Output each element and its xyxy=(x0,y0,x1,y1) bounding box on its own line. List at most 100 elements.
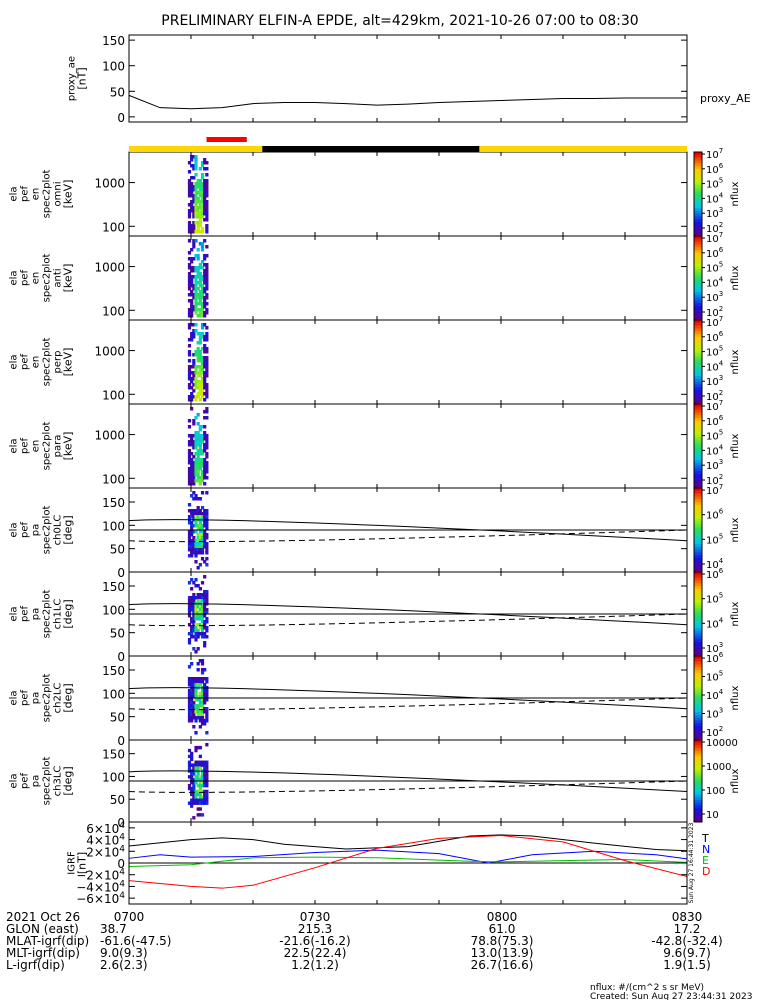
colorbar-segment xyxy=(694,322,702,327)
spectrogram-cell xyxy=(187,272,192,276)
spectrogram-cell xyxy=(190,248,194,252)
spectrogram-cell xyxy=(198,275,202,279)
spectrogram-cell xyxy=(203,290,207,294)
spectrogram-cell xyxy=(203,792,207,797)
spectrogram-cell xyxy=(205,296,209,300)
spectrogram-cell xyxy=(200,608,205,612)
spectrogram-cell xyxy=(205,789,209,794)
spectrogram-cell xyxy=(200,626,205,630)
tick-label: 102 xyxy=(706,725,723,739)
spectrogram-cell xyxy=(205,410,209,414)
spectrogram-cell xyxy=(205,356,209,360)
spectrogram-cell xyxy=(198,626,202,630)
spectrogram-cell xyxy=(205,365,209,369)
colorbar-segment xyxy=(694,350,702,355)
tick-label: 105 xyxy=(706,177,723,191)
spectrogram-cell xyxy=(194,164,198,168)
spectrogram-cell xyxy=(203,194,207,198)
spectrogram-cell xyxy=(203,482,207,486)
spectrogram-cell xyxy=(205,407,209,411)
colorbar-segment xyxy=(694,387,702,391)
y-axis-label: ela xyxy=(9,186,20,201)
spectrogram-cell xyxy=(198,299,202,303)
anti-loss-cone-line xyxy=(128,697,688,711)
panel-4: ela pef en spec2plot perp[keV]10710610510410… xyxy=(9,315,741,405)
spectrogram-cell xyxy=(203,775,207,779)
spectrogram-cell xyxy=(205,563,209,567)
spectrogram-cell xyxy=(205,287,209,291)
spectrogram-cell xyxy=(200,176,205,180)
tick-label: 106 xyxy=(706,567,724,581)
spectrogram-cell xyxy=(200,629,205,633)
spectrogram-cell xyxy=(198,719,202,723)
tick-label: 100 xyxy=(102,770,125,784)
colorbar-segment xyxy=(694,196,702,201)
spectrogram-cell xyxy=(196,760,200,764)
spectrogram-cell xyxy=(187,554,192,558)
spectrogram-cell xyxy=(200,311,205,315)
spectrogram-cell xyxy=(203,263,207,267)
spectrogram-cell xyxy=(196,461,200,465)
spectrogram-cell xyxy=(190,716,194,720)
spectrogram-cell xyxy=(203,695,207,699)
colorbar-segment xyxy=(694,767,702,771)
colorbar-segment xyxy=(694,266,702,271)
annotation-value: -61.6(-47.5) xyxy=(100,934,171,948)
colorbar-segment xyxy=(694,608,702,612)
spectrogram-cell xyxy=(198,596,202,600)
spectrogram-cell xyxy=(187,350,192,354)
spectrogram-cell xyxy=(194,230,198,234)
spectrogram-cell xyxy=(205,302,209,306)
y-axis-label: ela xyxy=(9,354,20,369)
spectrogram-cell xyxy=(203,365,207,369)
spectrogram-cell xyxy=(198,623,202,627)
spectrogram-cell xyxy=(198,766,202,770)
spectrogram-cell xyxy=(194,650,198,654)
colorbar-segment xyxy=(694,527,702,531)
spectrogram-cell xyxy=(190,635,194,639)
spectrogram-cell xyxy=(198,392,202,396)
spectrogram-cell xyxy=(192,710,196,714)
spectrogram-cell xyxy=(190,781,194,785)
y-axis-label: spec2plot xyxy=(42,757,53,806)
y-axis-label: spec2plot xyxy=(42,254,53,303)
spectrogram-cell xyxy=(198,215,202,219)
spectrogram-cell xyxy=(198,533,202,537)
tick-label: 1000 xyxy=(94,261,125,275)
colorbar-segment xyxy=(694,216,702,220)
spectrogram-cell xyxy=(198,775,202,779)
colorbar-segment xyxy=(694,546,702,551)
spectrogram-cell xyxy=(196,533,200,537)
colorbar-segment xyxy=(694,485,702,489)
spectrogram-cell xyxy=(190,200,194,204)
spectrogram-cell xyxy=(192,707,196,711)
spectrogram-cell xyxy=(194,560,198,564)
spectrogram-cell xyxy=(192,221,196,225)
loss-cone-line xyxy=(128,687,688,710)
spectrogram-cell xyxy=(205,326,209,330)
colorbar-segment xyxy=(694,465,702,469)
spectrogram-cell xyxy=(198,698,202,702)
colorbar-segment xyxy=(694,213,702,217)
spectrogram-cell xyxy=(187,374,192,378)
spectrogram-cell xyxy=(205,272,209,276)
spectrogram-cell xyxy=(190,335,194,339)
spectrogram-cell xyxy=(205,698,209,702)
spectrogram-cell xyxy=(196,221,200,225)
colorbar-segment xyxy=(694,468,702,472)
colorbar-segment xyxy=(694,591,702,595)
tick-label: 103 xyxy=(706,641,723,655)
spectrogram-cell xyxy=(192,789,196,794)
spectrogram-cell xyxy=(200,209,205,213)
colorbar-segment xyxy=(694,658,702,663)
spectrogram-cell xyxy=(192,551,196,555)
spectrogram xyxy=(187,575,209,654)
colorbar-segment xyxy=(694,594,702,598)
spectrogram-cell xyxy=(200,356,205,360)
spectrogram-cell xyxy=(198,563,202,567)
colorbar-segment xyxy=(694,558,702,562)
spectrogram-cell xyxy=(200,599,205,603)
spectrogram-cell xyxy=(205,596,209,600)
spectrogram-cell xyxy=(198,359,202,363)
